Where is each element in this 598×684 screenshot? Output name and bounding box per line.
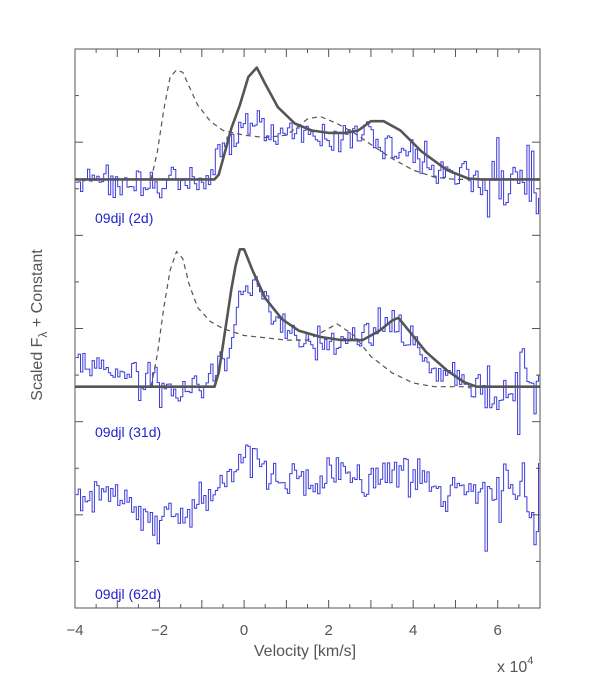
x-tick-label: 6 bbox=[494, 622, 502, 639]
model-solid-0 bbox=[75, 66, 540, 181]
model-solid-1 bbox=[75, 248, 540, 388]
x-tick-label: −4 bbox=[66, 622, 83, 639]
y-axis-title-main: Scaled F bbox=[29, 337, 46, 400]
x-tick-label: 4 bbox=[409, 622, 417, 639]
x-multiplier-exponent: 4 bbox=[527, 655, 533, 667]
axis-ticks: −4 −2 0 2 4 6 bbox=[66, 48, 541, 639]
model-dashed-0 bbox=[150, 69, 477, 180]
y-axis-title: Scaled Fλ + Constant bbox=[29, 249, 50, 401]
x-tick-label: 2 bbox=[324, 622, 332, 639]
spectra-series bbox=[75, 66, 540, 552]
observed-spectrum-2 bbox=[75, 444, 540, 552]
observed-spectrum-0 bbox=[75, 110, 540, 218]
y-axis-title-subscript: λ bbox=[36, 332, 50, 338]
model-dashed-1 bbox=[150, 250, 477, 388]
y-axis-title-suffix: + Constant bbox=[29, 249, 46, 332]
plot-frame bbox=[74, 48, 541, 609]
x-multiplier-base: x 10 bbox=[497, 659, 527, 676]
observed-spectrum-1 bbox=[75, 276, 540, 435]
x-tick-label: −2 bbox=[151, 622, 168, 639]
axis-frame bbox=[74, 48, 541, 609]
x-tick-label: 0 bbox=[240, 622, 248, 639]
x-axis-title: Velocity [km/s] bbox=[254, 643, 356, 660]
spectrum-label-2d: 09djl (2d) bbox=[95, 210, 153, 226]
spectrum-label-31d: 09djl (31d) bbox=[95, 424, 161, 440]
spectrum-label-62d: 09djl (62d) bbox=[95, 586, 161, 602]
x-axis-multiplier: x 104 bbox=[497, 655, 533, 676]
